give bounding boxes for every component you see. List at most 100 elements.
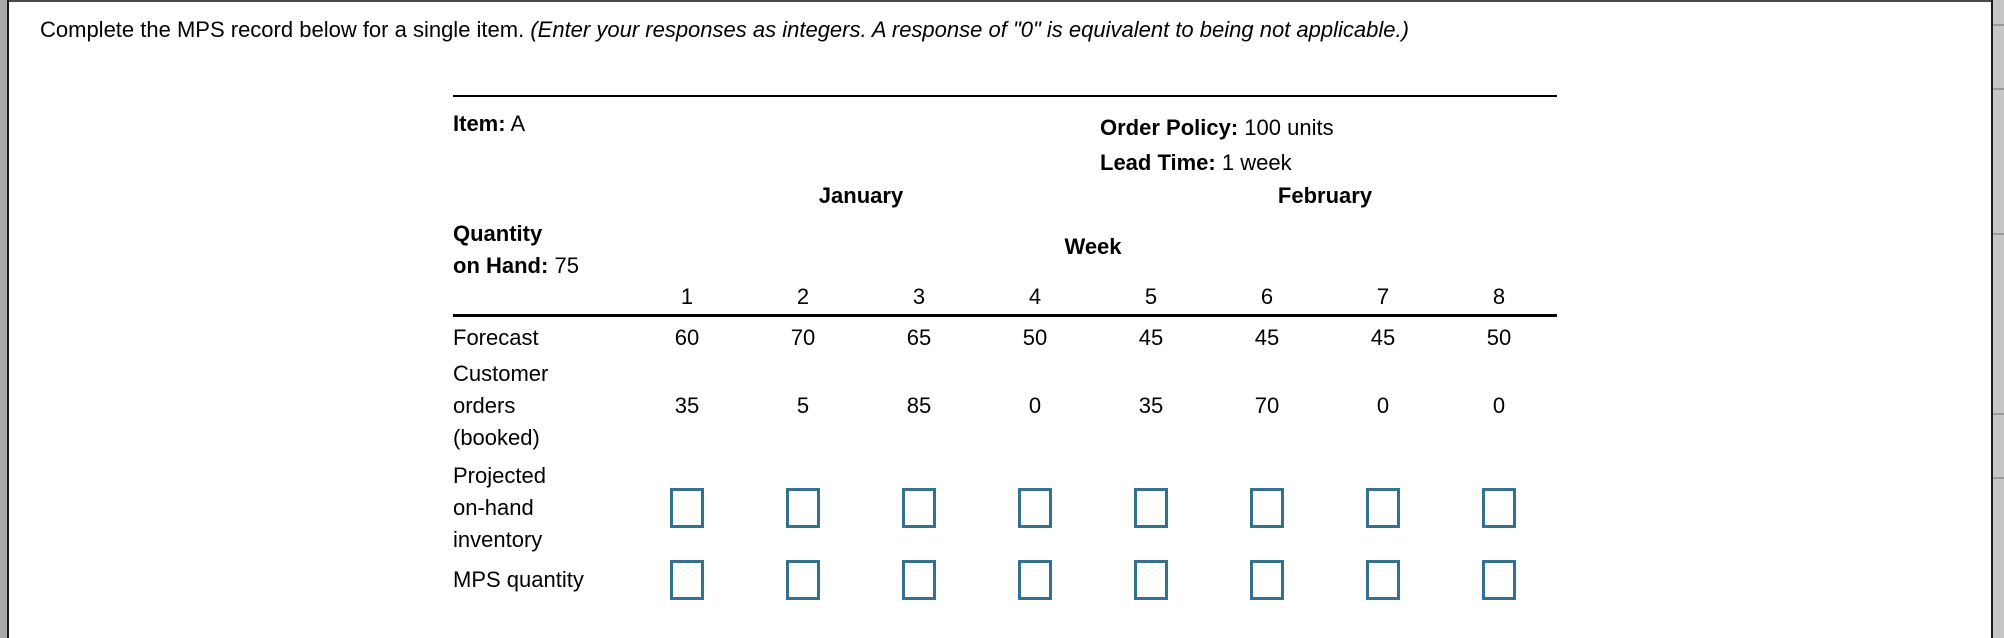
mps-quantity-cell <box>977 558 1093 602</box>
scrollbar[interactable] <box>1993 0 2004 638</box>
mps-quantity-cell <box>1209 558 1325 602</box>
mps-quantity-cell <box>861 558 977 602</box>
projected-inventory-input-w5[interactable] <box>1134 488 1168 528</box>
table-divider-rule <box>453 314 1557 317</box>
customer-label-line: Customer <box>453 361 549 386</box>
question-instruction: Complete the MPS record below for a sing… <box>40 16 1409 44</box>
week-number: 7 <box>1376 284 1390 309</box>
mps-quantity-cell <box>1093 558 1209 602</box>
mps-quantity-input-w3[interactable] <box>902 560 936 600</box>
projected-inventory-input-w4[interactable] <box>1018 488 1052 528</box>
projected-inventory-input-w1[interactable] <box>670 488 704 528</box>
spacer-cell <box>453 183 629 209</box>
mps-quantity-row: MPS quantity <box>453 558 1557 602</box>
projected-inventory-input-w7[interactable] <box>1366 488 1400 528</box>
forecast-value: 45 <box>1370 325 1396 350</box>
projected-inventory-cell <box>1093 460 1209 556</box>
customer-orders-value: 70 <box>1254 393 1280 418</box>
projected-label-line: Projected <box>453 463 546 488</box>
forecast-value: 65 <box>906 325 932 350</box>
customer-orders-label: Customer orders (booked) <box>453 358 629 454</box>
week-number: 2 <box>796 284 810 309</box>
qoh-value: 75 <box>554 253 579 278</box>
table-top-rule <box>453 95 1557 97</box>
mps-quantity-input-w4[interactable] <box>1018 560 1052 600</box>
panel-left-border <box>7 0 9 638</box>
item-value: A <box>510 111 526 136</box>
projected-inventory-cell <box>977 460 1093 556</box>
policy-block: Order Policy: 100 units Lead Time: 1 wee… <box>1100 110 1334 180</box>
item-label: Item: <box>453 111 506 136</box>
week-header: Week <box>1064 234 1122 259</box>
mps-quantity-input-w7[interactable] <box>1366 560 1400 600</box>
customer-orders-value: 0 <box>1028 393 1042 418</box>
panel-right-border <box>1991 0 1993 638</box>
customer-label-line: (booked) <box>453 425 540 450</box>
month-header-row: January February <box>453 183 1557 209</box>
order-policy-label: Order Policy: <box>1100 115 1239 140</box>
mps-quantity-input-w8[interactable] <box>1482 560 1516 600</box>
customer-orders-value: 0 <box>1376 393 1390 418</box>
mps-quantity-input-w2[interactable] <box>786 560 820 600</box>
forecast-row: Forecast 60 70 65 50 45 45 45 50 <box>453 317 1557 351</box>
forecast-value: 50 <box>1486 325 1512 350</box>
instruction-text: Complete the MPS record below for a sing… <box>40 17 531 42</box>
projected-label-line: on-hand <box>453 495 534 520</box>
forecast-value: 45 <box>1138 325 1164 350</box>
forecast-value: 50 <box>1022 325 1048 350</box>
customer-orders-value: 5 <box>796 393 810 418</box>
projected-inventory-label: Projected on-hand inventory <box>453 460 629 556</box>
instruction-note: (Enter your responses as integers. A res… <box>530 17 1409 42</box>
scrollbar-tick <box>1993 24 2004 26</box>
scrollbar-tick <box>1993 477 2004 479</box>
forecast-label: Forecast <box>453 325 539 350</box>
order-policy-value: 100 units <box>1244 115 1334 140</box>
forecast-value: 70 <box>790 325 816 350</box>
lead-time-value: 1 week <box>1221 150 1292 175</box>
week-number: 8 <box>1492 284 1506 309</box>
month-february: February <box>1277 183 1373 208</box>
scrollbar-tick <box>1993 88 2004 90</box>
projected-inventory-cell <box>1325 460 1441 556</box>
projected-inventory-cell <box>1209 460 1325 556</box>
week-number: 1 <box>680 284 694 309</box>
forecast-value: 60 <box>674 325 700 350</box>
left-edge-strip <box>0 0 7 638</box>
mps-quantity-input-w5[interactable] <box>1134 560 1168 600</box>
projected-inventory-input-w2[interactable] <box>786 488 820 528</box>
qoh-line1: Quantity <box>453 221 543 246</box>
projected-inventory-cell <box>861 460 977 556</box>
projected-inventory-input-w8[interactable] <box>1482 488 1516 528</box>
table-header-block: Item: A Order Policy: 100 units Lead Tim… <box>453 97 1557 183</box>
order-policy-line: Order Policy: 100 units <box>1100 110 1334 145</box>
projected-inventory-input-w6[interactable] <box>1250 488 1284 528</box>
mps-record-table: Item: A Order Policy: 100 units Lead Tim… <box>453 95 1557 602</box>
projected-label-line: inventory <box>453 527 543 552</box>
projected-inventory-cell <box>1441 460 1557 556</box>
quantity-on-hand-label: Quantity on Hand: 75 <box>453 218 629 282</box>
week-number: 6 <box>1260 284 1274 309</box>
panel-top-border <box>9 0 1991 2</box>
scrollbar-tick <box>1993 413 2004 415</box>
customer-orders-value: 0 <box>1492 393 1506 418</box>
mps-quantity-label: MPS quantity <box>453 567 584 592</box>
customer-orders-value: 35 <box>1138 393 1164 418</box>
projected-inventory-input-w3[interactable] <box>902 488 936 528</box>
mps-quantity-input-w6[interactable] <box>1250 560 1284 600</box>
week-number: 3 <box>912 284 926 309</box>
lead-time-label: Lead Time: <box>1100 150 1216 175</box>
mps-quantity-cell <box>1325 558 1441 602</box>
mps-quantity-cell <box>629 558 745 602</box>
customer-label-line: orders <box>453 393 516 418</box>
week-number-row: 1 2 3 4 5 6 7 8 <box>453 284 1557 310</box>
customer-orders-row: Customer orders (booked) 35 5 85 0 35 70… <box>453 358 1557 454</box>
week-number: 4 <box>1028 284 1042 309</box>
projected-inventory-row: Projected on-hand inventory <box>453 460 1557 556</box>
scrollbar-tick <box>1993 233 2004 235</box>
mps-quantity-input-w1[interactable] <box>670 560 704 600</box>
projected-inventory-cell <box>745 460 861 556</box>
week-number: 5 <box>1144 284 1158 309</box>
quantity-on-hand-row: Quantity on Hand: 75 Week <box>453 218 1557 282</box>
mps-quantity-cell <box>745 558 861 602</box>
